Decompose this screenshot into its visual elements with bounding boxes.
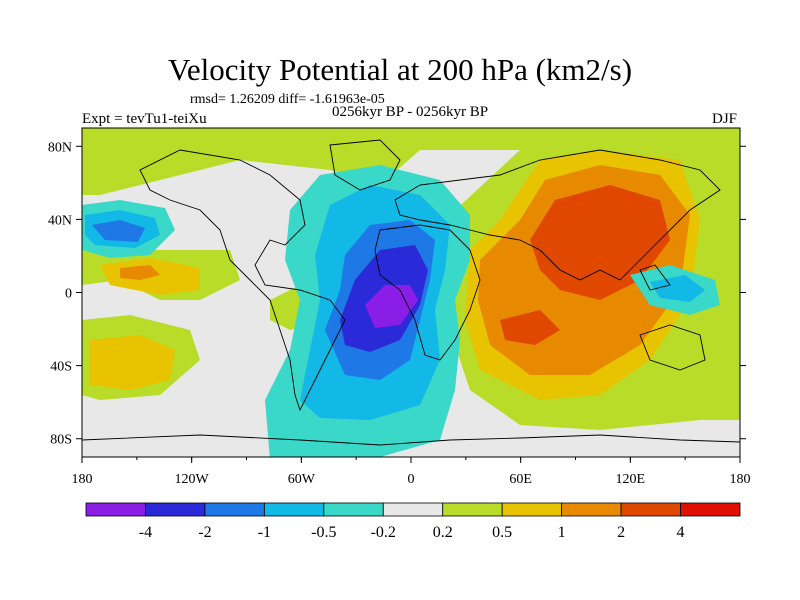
colorbar-label: 4 — [677, 524, 685, 541]
colorbar-label: 0.2 — [433, 524, 453, 541]
stats-label: rmsd= 1.26209 diff= -1.61963e-05 — [190, 92, 385, 107]
colorbar-swatch — [204, 502, 265, 517]
lat-tick-label: 0 — [65, 287, 72, 302]
colorbar-label: -4 — [139, 524, 152, 541]
colorbar-label: -2 — [198, 524, 211, 541]
lon-tick-label: 60E — [509, 472, 532, 487]
colorbar-swatch — [323, 502, 384, 517]
colorbar-label: -0.5 — [311, 524, 336, 541]
lat-tick-label: 40S — [50, 360, 72, 375]
colorbar-swatch — [680, 502, 741, 517]
lat-tick-label: 40N — [48, 213, 72, 228]
lon-tick-label: 120E — [616, 472, 646, 487]
lat-tick-label: 80S — [50, 433, 72, 448]
colorbar-swatch — [501, 502, 563, 517]
experiment-label: Expt = tevTu1-teiXu — [82, 111, 207, 127]
lon-tick-label: 0 — [408, 472, 415, 487]
colorbar-label: 0.5 — [492, 524, 512, 541]
map-title: Velocity Potential at 200 hPa (km2/s) — [167, 52, 633, 87]
colorbar-swatch — [561, 502, 622, 517]
colorbar-swatch — [620, 502, 681, 517]
colorbar-label: 2 — [617, 524, 625, 541]
season-label: DJF — [712, 111, 738, 127]
colorbar-swatch — [442, 502, 503, 517]
colorbar-label: -1 — [258, 524, 271, 541]
axis-ticks — [76, 145, 746, 463]
period-label: 0256kyr BP - 0256kyr BP — [331, 104, 489, 120]
colorbar-swatch — [263, 502, 325, 517]
colorbar-label: -0.2 — [371, 524, 396, 541]
lon-tick-label: 60W — [288, 472, 316, 487]
lat-tick-label: 80N — [48, 140, 72, 155]
colorbar-swatch — [85, 502, 146, 517]
colorbar-label: 1 — [558, 524, 566, 541]
lon-tick-label: 120W — [175, 472, 210, 487]
axis-tick-labels: 180 120W 60W 0 60E 120E 180 80N 40N 0 40S 80S — [48, 140, 751, 487]
coastlines — [82, 139, 740, 446]
colorbar-swatch — [382, 502, 444, 517]
lon-tick-label: 180 — [72, 472, 93, 487]
contour-field — [82, 128, 740, 457]
colorbar-swatch — [145, 502, 206, 517]
colorbar: -4 -2 -1 -0.5 -0.2 0.2 0.5 1 2 4 — [85, 502, 741, 541]
lon-tick-label: 180 — [730, 472, 751, 487]
